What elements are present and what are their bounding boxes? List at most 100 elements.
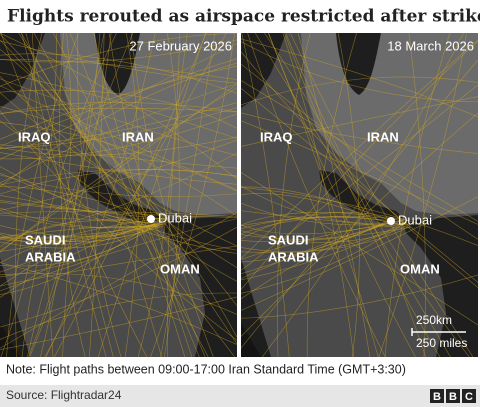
flight-path [0, 212, 237, 349]
flight-path [0, 186, 161, 222]
flight-path [45, 33, 156, 357]
flight-path [0, 220, 155, 295]
flight-path [261, 33, 464, 357]
flight-path [241, 76, 478, 106]
flight-path [241, 41, 478, 103]
title: Flights rerouted as airspace restricted … [7, 7, 480, 27]
flight-path [0, 89, 237, 129]
city-dot [147, 215, 155, 223]
flight-path [0, 220, 155, 247]
flight-path [40, 33, 72, 357]
flight-path [306, 33, 357, 357]
country-label: SAUDI [268, 232, 308, 247]
flight-path [0, 211, 237, 218]
flight-path [0, 292, 237, 340]
flight-path [130, 33, 214, 357]
flight-path [0, 33, 237, 180]
scale-label: 250km [416, 313, 452, 327]
flight-path [0, 110, 237, 341]
flight-path [29, 33, 112, 357]
flight-path [0, 58, 237, 147]
flight-path [108, 33, 206, 357]
country-label: IRAQ [18, 129, 51, 144]
flight-path [0, 218, 237, 292]
flight-path [0, 85, 237, 191]
flight-path [254, 33, 451, 357]
flight-path [247, 33, 386, 357]
flight-path [164, 33, 180, 357]
city-dot [387, 217, 395, 225]
flight-path [0, 222, 159, 298]
flight-path [241, 120, 478, 225]
flight-path [33, 33, 162, 357]
flight-path [0, 245, 237, 287]
flight-path [0, 39, 237, 345]
flight-path [408, 33, 426, 357]
flight-path [0, 121, 237, 192]
logo-letter: B [433, 391, 441, 403]
flight-path [0, 78, 237, 156]
logo-box [446, 389, 460, 403]
country-label: IRAN [122, 129, 154, 144]
country-label: ARABIA [268, 249, 319, 264]
flight-path [0, 33, 57, 357]
flight-path [241, 210, 402, 229]
flight-path [241, 38, 478, 118]
flight-path [289, 33, 474, 357]
flight-path [77, 33, 122, 357]
flight-path [0, 182, 157, 224]
country-label: IRAQ [260, 129, 293, 144]
flight-path [0, 200, 160, 219]
flight-path [241, 274, 478, 319]
flight-path [0, 106, 237, 217]
flight-path [241, 202, 395, 226]
flight-path [241, 172, 478, 326]
date: 27 February 2026 [129, 38, 232, 53]
note: Note: Flight paths between 09:00-17:00 I… [6, 362, 406, 376]
flight-path [276, 33, 311, 357]
flight-path [0, 107, 237, 114]
flight-path [241, 218, 411, 294]
flight-path [21, 33, 107, 357]
flight-path [0, 102, 237, 150]
country-label: OMAN [160, 261, 200, 276]
flight-path [297, 33, 371, 357]
flight-path [0, 272, 237, 315]
flight-path [0, 225, 165, 245]
flight-path [284, 33, 441, 357]
flight-path [0, 113, 237, 160]
flight-path [241, 196, 478, 311]
flight-path [54, 33, 207, 357]
source-bar [0, 385, 480, 407]
flight-path [0, 201, 237, 218]
flight-path [137, 33, 181, 357]
scale-label: 250 miles [416, 336, 467, 350]
flight-path [0, 262, 237, 345]
flight-path [0, 296, 237, 350]
flight-path [241, 51, 478, 288]
flight-path [241, 187, 478, 246]
flight-path [14, 33, 43, 357]
flight-path [241, 40, 478, 290]
flight-path [378, 33, 467, 357]
labels: 27 February 2026 IRAQ IRAN SAUDI ARABIA … [18, 38, 474, 350]
flight-path [0, 48, 237, 338]
flight-path [97, 33, 206, 357]
logo-letter: C [465, 391, 473, 403]
flight-paths [241, 33, 478, 357]
flight-path [0, 102, 237, 115]
flight-path [241, 224, 411, 260]
logo-box [462, 389, 476, 403]
flight-path [0, 136, 237, 156]
note-bar [0, 357, 480, 383]
flight-path [0, 33, 237, 87]
flight-path [285, 33, 470, 357]
date: 18 March 2026 [387, 38, 474, 53]
flight-path [241, 33, 290, 357]
flight-path [89, 33, 105, 357]
flight-path [0, 72, 237, 139]
flight-path [0, 152, 237, 238]
flight-path [124, 33, 140, 357]
flight-path [241, 63, 478, 240]
